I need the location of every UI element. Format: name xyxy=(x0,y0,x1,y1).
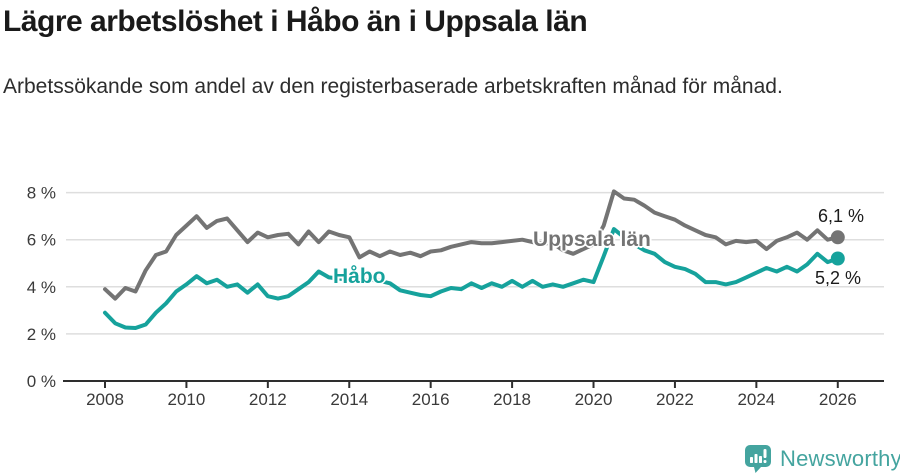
series-label-uppsala: Uppsala län xyxy=(533,228,651,251)
series-line xyxy=(103,227,840,330)
x-tick-label: 2022 xyxy=(656,390,694,409)
x-tick-label: 2010 xyxy=(168,390,206,409)
newsworthy-logo: Newsworthy xyxy=(744,444,900,474)
x-tick-label: 2024 xyxy=(737,390,775,409)
newsworthy-wordmark: Newsworthy xyxy=(780,446,900,471)
y-tick-label: 2 % xyxy=(27,325,56,344)
x-tick-label: 2008 xyxy=(86,390,124,409)
y-tick-label: 4 % xyxy=(27,278,56,297)
end-value-uppsala: 6,1 % xyxy=(818,206,865,226)
x-tick-label: 2014 xyxy=(330,390,368,409)
y-tick-label: 0 % xyxy=(27,372,56,391)
page-title: Lägre arbetslöshet i Håbo än i Uppsala l… xyxy=(3,5,588,38)
series-end-dot xyxy=(830,251,845,266)
series-label-habo: Håbo xyxy=(333,265,386,288)
series-line xyxy=(103,189,840,301)
x-tick-label: 2012 xyxy=(249,390,287,409)
line-chart: 0 % 2 % 4 % 6 % 8 % 2008 2010 2012 2014 2016 2018 2… xyxy=(27,184,884,409)
x-tick-label: 2018 xyxy=(493,390,531,409)
y-tick-label: 6 % xyxy=(27,231,56,250)
end-value-habo: 5,2 % xyxy=(815,268,862,288)
y-tick-label: 8 % xyxy=(27,184,56,203)
x-tick-label: 2020 xyxy=(575,390,613,409)
chart-subtitle: Arbetssökande som andel av den registerb… xyxy=(3,75,783,98)
x-tick-label: 2016 xyxy=(412,390,450,409)
x-tick-label: 2026 xyxy=(819,390,857,409)
newsworthy-icon xyxy=(745,445,771,473)
series-end-dot xyxy=(830,230,845,245)
